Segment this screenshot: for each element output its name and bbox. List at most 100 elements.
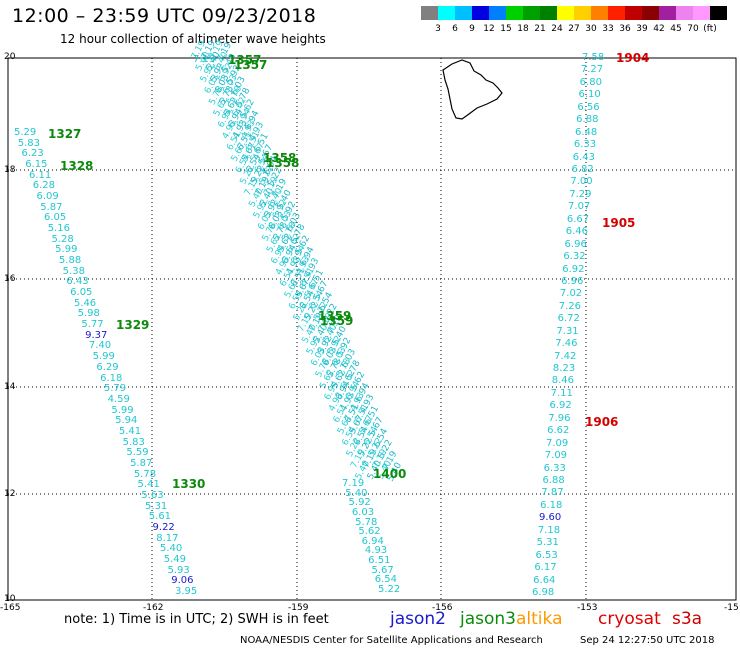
swh-label-left-track: 6.15 xyxy=(25,159,48,171)
swh-label-left-track: 5.77 xyxy=(81,319,104,331)
pass-number-label: 1358 xyxy=(263,151,297,165)
legend-jason2: jason2 xyxy=(390,609,446,629)
swh-label-left-track: 8.17 xyxy=(156,532,179,544)
scale-label: 30 xyxy=(585,24,597,34)
scale-swatch xyxy=(489,6,506,20)
swh-label-middle-track: 5.67 xyxy=(371,564,394,576)
scale-label: 15 xyxy=(500,24,512,34)
note-text: note: 1) Time is in UTC; 2) SWH is in fe… xyxy=(64,612,329,627)
scale-swatch xyxy=(472,6,489,20)
swh-label-left-track: 5.83 xyxy=(122,436,145,448)
hawaii-island-outline xyxy=(442,59,503,120)
swh-label-right-track: 6.17 xyxy=(534,562,557,574)
swh-label-left-track: 5.49 xyxy=(163,553,187,565)
scale-swatch xyxy=(523,6,540,20)
swh-label-right-track: 6.43 xyxy=(572,151,595,163)
swh-label-left-track: 5.87 xyxy=(40,201,63,213)
swh-label-left-track: 9.37 xyxy=(85,329,108,341)
swh-label-left-track: 5.78 xyxy=(133,468,157,480)
swh-label-left-track: 6.11 xyxy=(28,169,52,181)
swh-label-left-track: 5.99 xyxy=(92,351,115,363)
swh-label-right-track: 6.82 xyxy=(571,163,594,175)
swh-label-left-track: 5.38 xyxy=(62,265,85,277)
swh-label-dense-track: 7.19 xyxy=(193,54,216,65)
legend-jason3: jason3 xyxy=(460,609,516,629)
swh-label-right-track: 6.67 xyxy=(566,213,590,225)
scale-swatch xyxy=(421,6,438,20)
swh-label-right-track: 7.11 xyxy=(550,387,573,399)
timestamp-text: Sep 24 12:27:50 UTC 2018 xyxy=(580,635,715,646)
pass-number-label: 1400 xyxy=(373,467,407,481)
swh-label-left-track: 5.79 xyxy=(103,383,127,395)
scale-label: 42 xyxy=(653,24,665,34)
swh-label-middle-track: 6.54 xyxy=(374,574,397,586)
swh-label-right-track: 6.64 xyxy=(533,574,556,586)
lon-tick-label: -159 xyxy=(288,603,309,613)
lat-tick-label: 20 xyxy=(4,52,16,62)
swh-label-left-track: 6.09 xyxy=(36,191,59,203)
swh-label-left-track: 5.41 xyxy=(137,479,160,491)
swh-label-left-track: 6.29 xyxy=(96,361,119,373)
pass-number-label: 1357 xyxy=(228,53,262,67)
swh-label-left-track: 5.87 xyxy=(130,457,153,469)
scale-label: 3 xyxy=(435,24,441,34)
swh-label-right-track: 6.53 xyxy=(535,549,558,561)
swh-label-left-track: 5.99 xyxy=(55,244,78,256)
swh-label-right-track: 7.96 xyxy=(548,412,571,424)
scale-label: 24 xyxy=(551,24,563,34)
swh-label-left-track: 5.94 xyxy=(115,415,138,427)
scale-swatch xyxy=(608,6,625,20)
lat-tick-label: 18 xyxy=(4,165,16,175)
swh-label-right-track: 7.42 xyxy=(554,350,577,362)
swh-label-left-track: 5.99 xyxy=(111,404,134,416)
scale-label: 33 xyxy=(602,24,614,34)
swh-label-left-track: 6.28 xyxy=(32,180,55,192)
pass-number-label: 1359 xyxy=(320,314,354,328)
swh-label-left-track: 5.61 xyxy=(148,511,172,523)
swh-label-right-track: 7.07 xyxy=(568,201,591,213)
swh-label-right-track: 6.92 xyxy=(549,400,572,412)
swh-label-right-track: 7.87 xyxy=(541,487,564,499)
swh-label-middle-track: 6.51 xyxy=(368,555,391,567)
pass-number-label: 1330 xyxy=(172,477,206,491)
lon-tick-label: -162 xyxy=(143,603,164,613)
swh-label-right-track: 6.18 xyxy=(540,499,563,511)
lon-tick-label: -165 xyxy=(0,603,21,613)
swh-label-right-track: 7.09 xyxy=(545,437,569,449)
legend-cryosat: cryosat xyxy=(598,609,661,629)
swh-label-right-track: 6.92 xyxy=(562,263,585,275)
scale-label: 6 xyxy=(452,24,458,34)
swh-label-left-track: 9.06 xyxy=(171,575,194,587)
map-frame xyxy=(7,57,737,601)
swh-label-right-track: 6.98 xyxy=(532,587,555,598)
swh-label-right-track: 6.32 xyxy=(563,251,586,263)
swh-label-right-track: 6.33 xyxy=(573,139,597,151)
swh-label-right-track: 9.60 xyxy=(538,512,562,524)
swh-label-left-track: 7.40 xyxy=(88,340,112,352)
swh-label-middle-track: 6.94 xyxy=(361,535,384,547)
swh-label-left-track: 5.41 xyxy=(118,425,142,437)
swh-label-right-track: 6.88 xyxy=(542,475,565,487)
pass-number-label: 1328 xyxy=(60,159,94,173)
swh-label-left-track: 5.46 xyxy=(73,297,97,309)
swh-label-right-track: 7.46 xyxy=(555,338,578,350)
swh-label-right-track: 7.18 xyxy=(537,524,561,536)
swh-label-left-track: 5.31 xyxy=(145,500,168,512)
lat-tick-label: 16 xyxy=(4,274,16,284)
swh-label-right-track: 6.56 xyxy=(577,101,600,113)
scale-swatch xyxy=(625,6,642,20)
swh-label-right-track: 8.46 xyxy=(551,375,575,387)
scale-label: 27 xyxy=(568,24,580,34)
scale-swatch xyxy=(455,6,472,20)
scale-label: 70 xyxy=(687,24,699,34)
pass-number-label: 1357 xyxy=(234,58,268,72)
swh-label-left-track: 6.43 xyxy=(66,276,89,288)
scale-label: 36 xyxy=(619,24,631,34)
lat-tick-label: 14 xyxy=(4,382,16,392)
scale-swatch xyxy=(676,6,693,20)
swh-label-middle-track: 5.92 xyxy=(348,497,371,509)
swh-label-right-track: 5.31 xyxy=(536,537,559,549)
pass-number-label: 1904 xyxy=(616,51,650,65)
swh-label-right-track: 7.27 xyxy=(580,64,604,76)
